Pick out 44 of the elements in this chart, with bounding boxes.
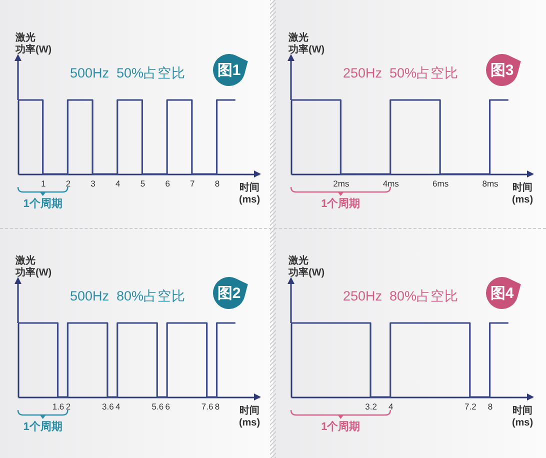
chart-title: 250Hz 50%占空比: [343, 66, 459, 80]
y-axis-title: 激光功率(W): [14, 32, 52, 56]
x-tick-label: 2: [66, 178, 71, 188]
chart-title: 500Hz 80%占空比: [70, 288, 186, 304]
x-tick-label: 7.6: [201, 402, 214, 412]
x-tick-label: 4: [116, 402, 121, 412]
x-axis-title: 时间 (ms): [238, 182, 260, 206]
y-axis-title: 激光功率(W): [14, 254, 52, 278]
text: 1个周期: [23, 197, 62, 210]
x-tick-label: 2: [66, 402, 71, 412]
x-tick-label: 4: [388, 402, 394, 412]
x-tick-label: 4ms: [382, 178, 399, 188]
x-tick-label: 6ms: [432, 178, 449, 188]
text: 1个周期: [23, 420, 62, 433]
x-tick-label: 3: [90, 178, 96, 188]
x-tick-label: 6: [165, 178, 170, 188]
x-tick-label: 4: [116, 178, 121, 188]
text: 1个周期: [321, 197, 360, 210]
caption: 图1: [217, 62, 241, 79]
x-axis-title: 时间 (ms): [512, 182, 534, 206]
x-tick-label: 8: [214, 178, 220, 188]
x-tick-label: 8: [488, 402, 493, 412]
x-tick-label: 7.2: [464, 402, 477, 412]
x-tick-label: 3.2: [365, 402, 378, 412]
x-tick-label: 1: [40, 178, 46, 188]
x-tick-label: 8ms: [482, 178, 498, 188]
y-axis-title: 激光功率(W): [288, 254, 325, 278]
x-tick-label: 5.6: [152, 402, 164, 412]
x-tick-label: 2ms: [333, 178, 350, 188]
caption: 图4: [490, 285, 514, 302]
chart-title: 250Hz 80%占空比: [343, 288, 459, 304]
x-tick-label: 7: [190, 178, 196, 188]
x-tick-label: 6: [165, 402, 170, 412]
x-tick-label: 5: [140, 178, 146, 188]
x-tick-label: 8: [214, 402, 220, 412]
chart-title: 500Hz 50%占空比: [70, 66, 186, 80]
y-axis-title: 激光功率(W): [288, 32, 325, 56]
caption: 图2: [217, 285, 241, 302]
x-tick-label: 3.6: [102, 402, 114, 412]
text: 1个周期: [321, 420, 360, 433]
x-axis-title: 时间 (ms): [512, 404, 534, 428]
x-tick-label: 1.6: [52, 402, 64, 412]
caption: 图3: [490, 62, 514, 79]
x-axis-title: 时间 (ms): [238, 404, 260, 428]
